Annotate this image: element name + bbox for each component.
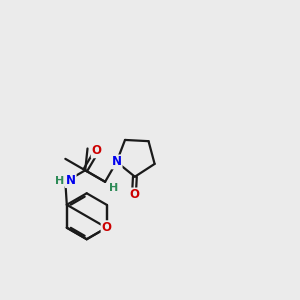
Text: O: O <box>129 188 139 202</box>
Text: N: N <box>112 155 122 168</box>
Text: H: H <box>109 183 118 193</box>
Text: O: O <box>102 221 112 234</box>
Text: H: H <box>56 176 65 186</box>
Text: N: N <box>66 174 76 187</box>
Text: O: O <box>92 144 102 157</box>
